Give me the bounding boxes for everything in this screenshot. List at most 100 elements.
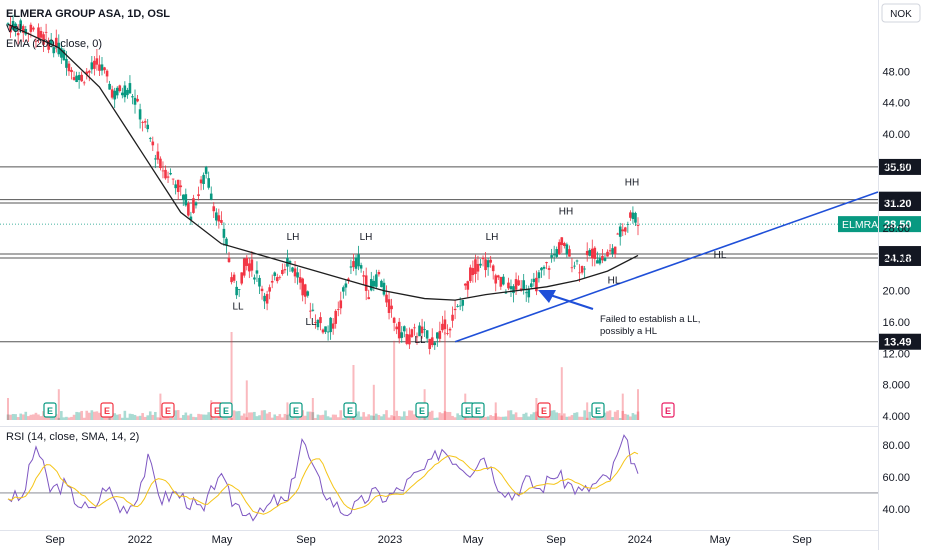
volume-bar bbox=[446, 411, 449, 420]
volume-bar bbox=[283, 413, 287, 420]
candle-body bbox=[428, 338, 431, 349]
volume-bar bbox=[70, 416, 73, 420]
candle-body bbox=[524, 292, 528, 294]
candle-body bbox=[342, 287, 345, 292]
volume-bar bbox=[27, 416, 30, 420]
currency-button[interactable] bbox=[881, 3, 921, 23]
volume-bar bbox=[90, 410, 94, 420]
candle-body bbox=[585, 250, 589, 256]
volume-bar bbox=[67, 417, 71, 420]
price-tick-label: 16.00 bbox=[882, 317, 910, 329]
volume-bar bbox=[242, 413, 246, 420]
volume-bar bbox=[324, 410, 327, 420]
volume-bar bbox=[220, 415, 223, 420]
volume-bar bbox=[585, 417, 589, 420]
volume-bar bbox=[146, 415, 150, 420]
volume-bar bbox=[235, 411, 238, 420]
time-tick-label: Sep bbox=[546, 534, 566, 546]
candle-body bbox=[148, 138, 152, 139]
candle-body bbox=[578, 272, 581, 274]
earnings-letter: E bbox=[223, 406, 229, 416]
volume-bar bbox=[199, 414, 203, 420]
candle-body bbox=[62, 49, 66, 61]
candle-body bbox=[131, 96, 134, 98]
volume-bar bbox=[9, 414, 12, 420]
volume-bar bbox=[339, 410, 343, 420]
volume-spike bbox=[621, 393, 624, 420]
candle-body bbox=[471, 268, 475, 276]
candle-body bbox=[606, 251, 609, 257]
rsi-tick-label: 60.00 bbox=[882, 472, 910, 484]
candle-body bbox=[6, 23, 10, 25]
candle-body bbox=[636, 224, 640, 226]
candle-body bbox=[174, 184, 177, 189]
volume-spike bbox=[494, 402, 497, 420]
volume-bar bbox=[601, 415, 604, 420]
chart-title: ELMERA GROUP ASA, 1D, OSL bbox=[6, 8, 170, 20]
candle-body bbox=[34, 40, 38, 42]
volume-bar bbox=[618, 417, 622, 420]
candle-body bbox=[596, 260, 599, 264]
rsi-line bbox=[7, 434, 639, 522]
volume-bar bbox=[545, 417, 548, 420]
candle-body bbox=[461, 299, 465, 306]
volume-bar bbox=[438, 412, 442, 420]
volume-bar bbox=[281, 417, 284, 420]
rsi-sma-line bbox=[7, 451, 639, 515]
candle-body bbox=[588, 250, 592, 256]
candle-body bbox=[288, 261, 292, 264]
candle-body bbox=[369, 279, 373, 291]
candle-body bbox=[420, 326, 424, 334]
price-axis-border bbox=[878, 0, 879, 550]
candle-body bbox=[367, 297, 371, 300]
candle-body bbox=[90, 62, 94, 70]
candle-body bbox=[60, 48, 63, 58]
candle-body bbox=[126, 89, 129, 96]
candle-body bbox=[375, 274, 378, 287]
volume-bar bbox=[16, 417, 20, 420]
candle-body bbox=[192, 198, 195, 213]
volume-bar bbox=[98, 412, 101, 420]
volume-bar bbox=[54, 414, 58, 420]
candle-body bbox=[253, 277, 256, 280]
volume-bar bbox=[179, 417, 183, 420]
candle-body bbox=[268, 287, 271, 292]
volume-bar bbox=[215, 417, 218, 420]
volume-bar bbox=[258, 415, 261, 420]
earnings-marker bbox=[100, 402, 114, 418]
volume-bar bbox=[484, 416, 487, 420]
volume-bar bbox=[524, 412, 528, 420]
volume-bar bbox=[184, 412, 188, 420]
candle-body bbox=[187, 203, 190, 216]
candle-body bbox=[550, 255, 553, 258]
candle-body bbox=[227, 257, 231, 263]
volume-bar bbox=[413, 414, 416, 420]
volume-bar bbox=[47, 416, 50, 420]
candle-body bbox=[308, 310, 312, 312]
candle-body bbox=[400, 332, 404, 338]
candle-body bbox=[212, 206, 216, 212]
candle-body bbox=[570, 267, 574, 269]
volume-bar bbox=[87, 412, 91, 420]
pivot-label: HH bbox=[625, 178, 639, 189]
volume-bar bbox=[237, 411, 241, 420]
candle-body bbox=[568, 249, 571, 257]
volume-bar bbox=[613, 411, 617, 420]
candle-body bbox=[430, 337, 434, 346]
price-tick-label: 28.00 bbox=[882, 223, 910, 235]
candle-body bbox=[225, 238, 228, 246]
candle-body bbox=[433, 342, 437, 346]
candle-body bbox=[217, 215, 221, 222]
candle-body bbox=[410, 329, 414, 337]
volume-bar bbox=[192, 416, 195, 420]
price-tick-label: 8.000 bbox=[882, 380, 910, 392]
time-tick-label: May bbox=[710, 534, 731, 546]
candle-body bbox=[514, 279, 518, 290]
pivot-label: HH bbox=[559, 207, 573, 218]
candle-body bbox=[359, 265, 363, 269]
candle-body bbox=[128, 83, 132, 94]
volume-bar bbox=[410, 410, 414, 420]
candle-body bbox=[255, 270, 259, 274]
